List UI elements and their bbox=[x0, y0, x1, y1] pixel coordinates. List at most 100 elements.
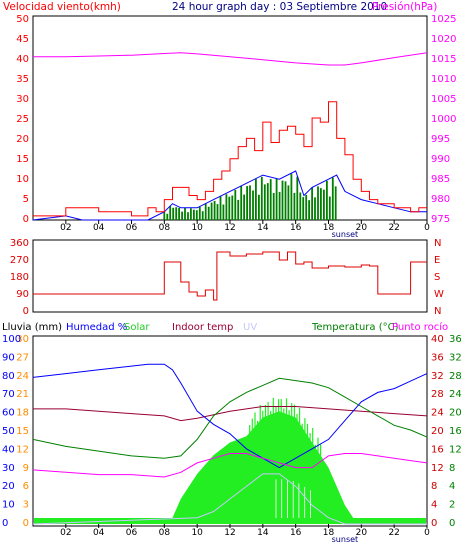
wind-average-line bbox=[32, 170, 427, 221]
pressure-tick-6: 1005 bbox=[431, 94, 456, 105]
wind-bar-47 bbox=[302, 197, 305, 220]
wind-bar-52 bbox=[317, 186, 319, 220]
wind-bar-16 bbox=[210, 202, 213, 220]
hour3-label-1: 04 bbox=[93, 528, 105, 538]
wind-bar-18 bbox=[216, 204, 219, 220]
rain-tick-9: 27 bbox=[16, 352, 29, 363]
wind-bar-8 bbox=[187, 212, 189, 220]
wind-bar-6 bbox=[181, 211, 183, 220]
tempL-tick-10: 40 bbox=[431, 334, 444, 345]
pressure-tick-3: 990 bbox=[431, 154, 450, 165]
hour1-label-1: 04 bbox=[93, 223, 105, 233]
wind-bar-14 bbox=[204, 203, 207, 220]
tempR-tick-4: 12 bbox=[449, 444, 462, 455]
wind-bar-53 bbox=[320, 188, 322, 220]
wind-bar-48 bbox=[305, 194, 308, 220]
humidity-axis: 0 10 20 30 40 50 60 70 80 90 100 bbox=[2, 334, 21, 529]
graph-title: 24 hour graph day : 03 Septiembre 2010 bbox=[172, 1, 387, 13]
direction-line bbox=[33, 251, 427, 301]
legend-indoor: Indoor temp bbox=[172, 322, 233, 333]
pressure-tick-10: 1025 bbox=[431, 14, 456, 25]
rain-tick-2: 6 bbox=[23, 481, 29, 492]
wind-bar-5 bbox=[178, 207, 180, 220]
solar-area bbox=[33, 411, 427, 524]
wind-tick-4: 20 bbox=[16, 134, 29, 145]
dir-tick-0: 0 bbox=[23, 306, 29, 317]
hum-tick-5: 50 bbox=[2, 426, 15, 437]
wind-bar-9 bbox=[190, 208, 192, 220]
wind-bar-25 bbox=[237, 199, 240, 220]
wind-tick-2: 10 bbox=[16, 174, 29, 185]
wind-tick-7: 35 bbox=[16, 74, 29, 85]
hour3-label-6: 14 bbox=[257, 528, 269, 538]
hour3-label-8: 18 bbox=[323, 528, 335, 538]
wind-tick-8: 40 bbox=[16, 54, 29, 65]
wind-bar-0 bbox=[163, 212, 166, 220]
wind-bar-1 bbox=[166, 213, 169, 220]
dir-tick-4: 360 bbox=[10, 238, 29, 249]
pressure-tick-0: 975 bbox=[431, 214, 450, 225]
wind-bar-50 bbox=[311, 187, 313, 220]
wind-bar-36 bbox=[269, 179, 272, 220]
hour1-label-5: 12 bbox=[224, 223, 235, 233]
tempL-tick-8: 32 bbox=[431, 371, 444, 382]
hour1-label-10: 22 bbox=[388, 223, 399, 233]
wind-bar-31 bbox=[255, 178, 257, 220]
legend-dew: Punto rocío bbox=[392, 321, 448, 333]
legend-uv: UV bbox=[243, 322, 257, 333]
hum-tick-2: 20 bbox=[2, 481, 15, 492]
wind-bar-45 bbox=[296, 176, 299, 220]
hour3-label-3: 08 bbox=[159, 528, 171, 538]
rain-tick-0: 0 bbox=[23, 518, 29, 529]
wind-bar-32 bbox=[258, 194, 260, 220]
hour3-label-5: 12 bbox=[224, 528, 235, 538]
compass-tick-0: N bbox=[434, 306, 441, 317]
dir-tick-2: 180 bbox=[10, 272, 29, 283]
compass-tick-4: N bbox=[434, 238, 441, 249]
tempR-tick-5: 16 bbox=[449, 426, 462, 437]
hour3-label-0: 02 bbox=[60, 528, 71, 538]
tempL-tick-1: 4 bbox=[431, 500, 437, 511]
wind-bar-13 bbox=[201, 211, 204, 220]
wind-tick-5: 25 bbox=[16, 114, 29, 125]
tempR-tick-10: 36 bbox=[449, 334, 462, 345]
hour3-sunset: sunset bbox=[332, 535, 359, 544]
hour1-label-7: 16 bbox=[290, 223, 302, 233]
hour1-label-6: 14 bbox=[257, 223, 269, 233]
solar-spikes bbox=[249, 397, 322, 524]
wind-tick-1: 5 bbox=[23, 194, 29, 205]
wind-bar-56 bbox=[328, 196, 331, 220]
pressure-axis: 975 980 985 990 995 1000 1005 1010 1015 1020 1025 bbox=[431, 14, 456, 225]
wind-bar-37 bbox=[272, 193, 275, 220]
hour1-label-8: 18 bbox=[323, 223, 335, 233]
wind-tick-10: 50 bbox=[16, 14, 29, 25]
rain-tick-6: 18 bbox=[16, 408, 29, 419]
direction-plot-area bbox=[32, 239, 428, 313]
rain-tick-8: 24 bbox=[16, 371, 29, 382]
hour1-label-4: 10 bbox=[191, 223, 203, 233]
wind-bar-34 bbox=[263, 184, 266, 220]
wind-bar-58 bbox=[334, 186, 337, 220]
tempL-tick-7: 28 bbox=[431, 389, 444, 400]
wind-bar-28 bbox=[246, 186, 248, 220]
legend-solar: Solar bbox=[124, 322, 150, 333]
tempR-tick-9: 32 bbox=[449, 352, 462, 363]
wind-bar-17 bbox=[213, 200, 216, 220]
pressure-title: Presión(hPa) bbox=[372, 1, 437, 13]
wind-tick-9: 45 bbox=[16, 34, 29, 45]
wind-bar-41 bbox=[284, 181, 287, 220]
wind-bar-39 bbox=[278, 191, 281, 220]
wind-bar-42 bbox=[287, 185, 290, 220]
hour3-label-9: 20 bbox=[356, 528, 368, 538]
rain-tick-4: 12 bbox=[16, 444, 29, 455]
wind-bar-21 bbox=[225, 194, 228, 220]
hour3-label-7: 16 bbox=[290, 528, 302, 538]
wind-bar-35 bbox=[266, 183, 269, 220]
tempR-tick-6: 20 bbox=[449, 408, 462, 419]
pressure-tick-7: 1010 bbox=[431, 74, 456, 85]
